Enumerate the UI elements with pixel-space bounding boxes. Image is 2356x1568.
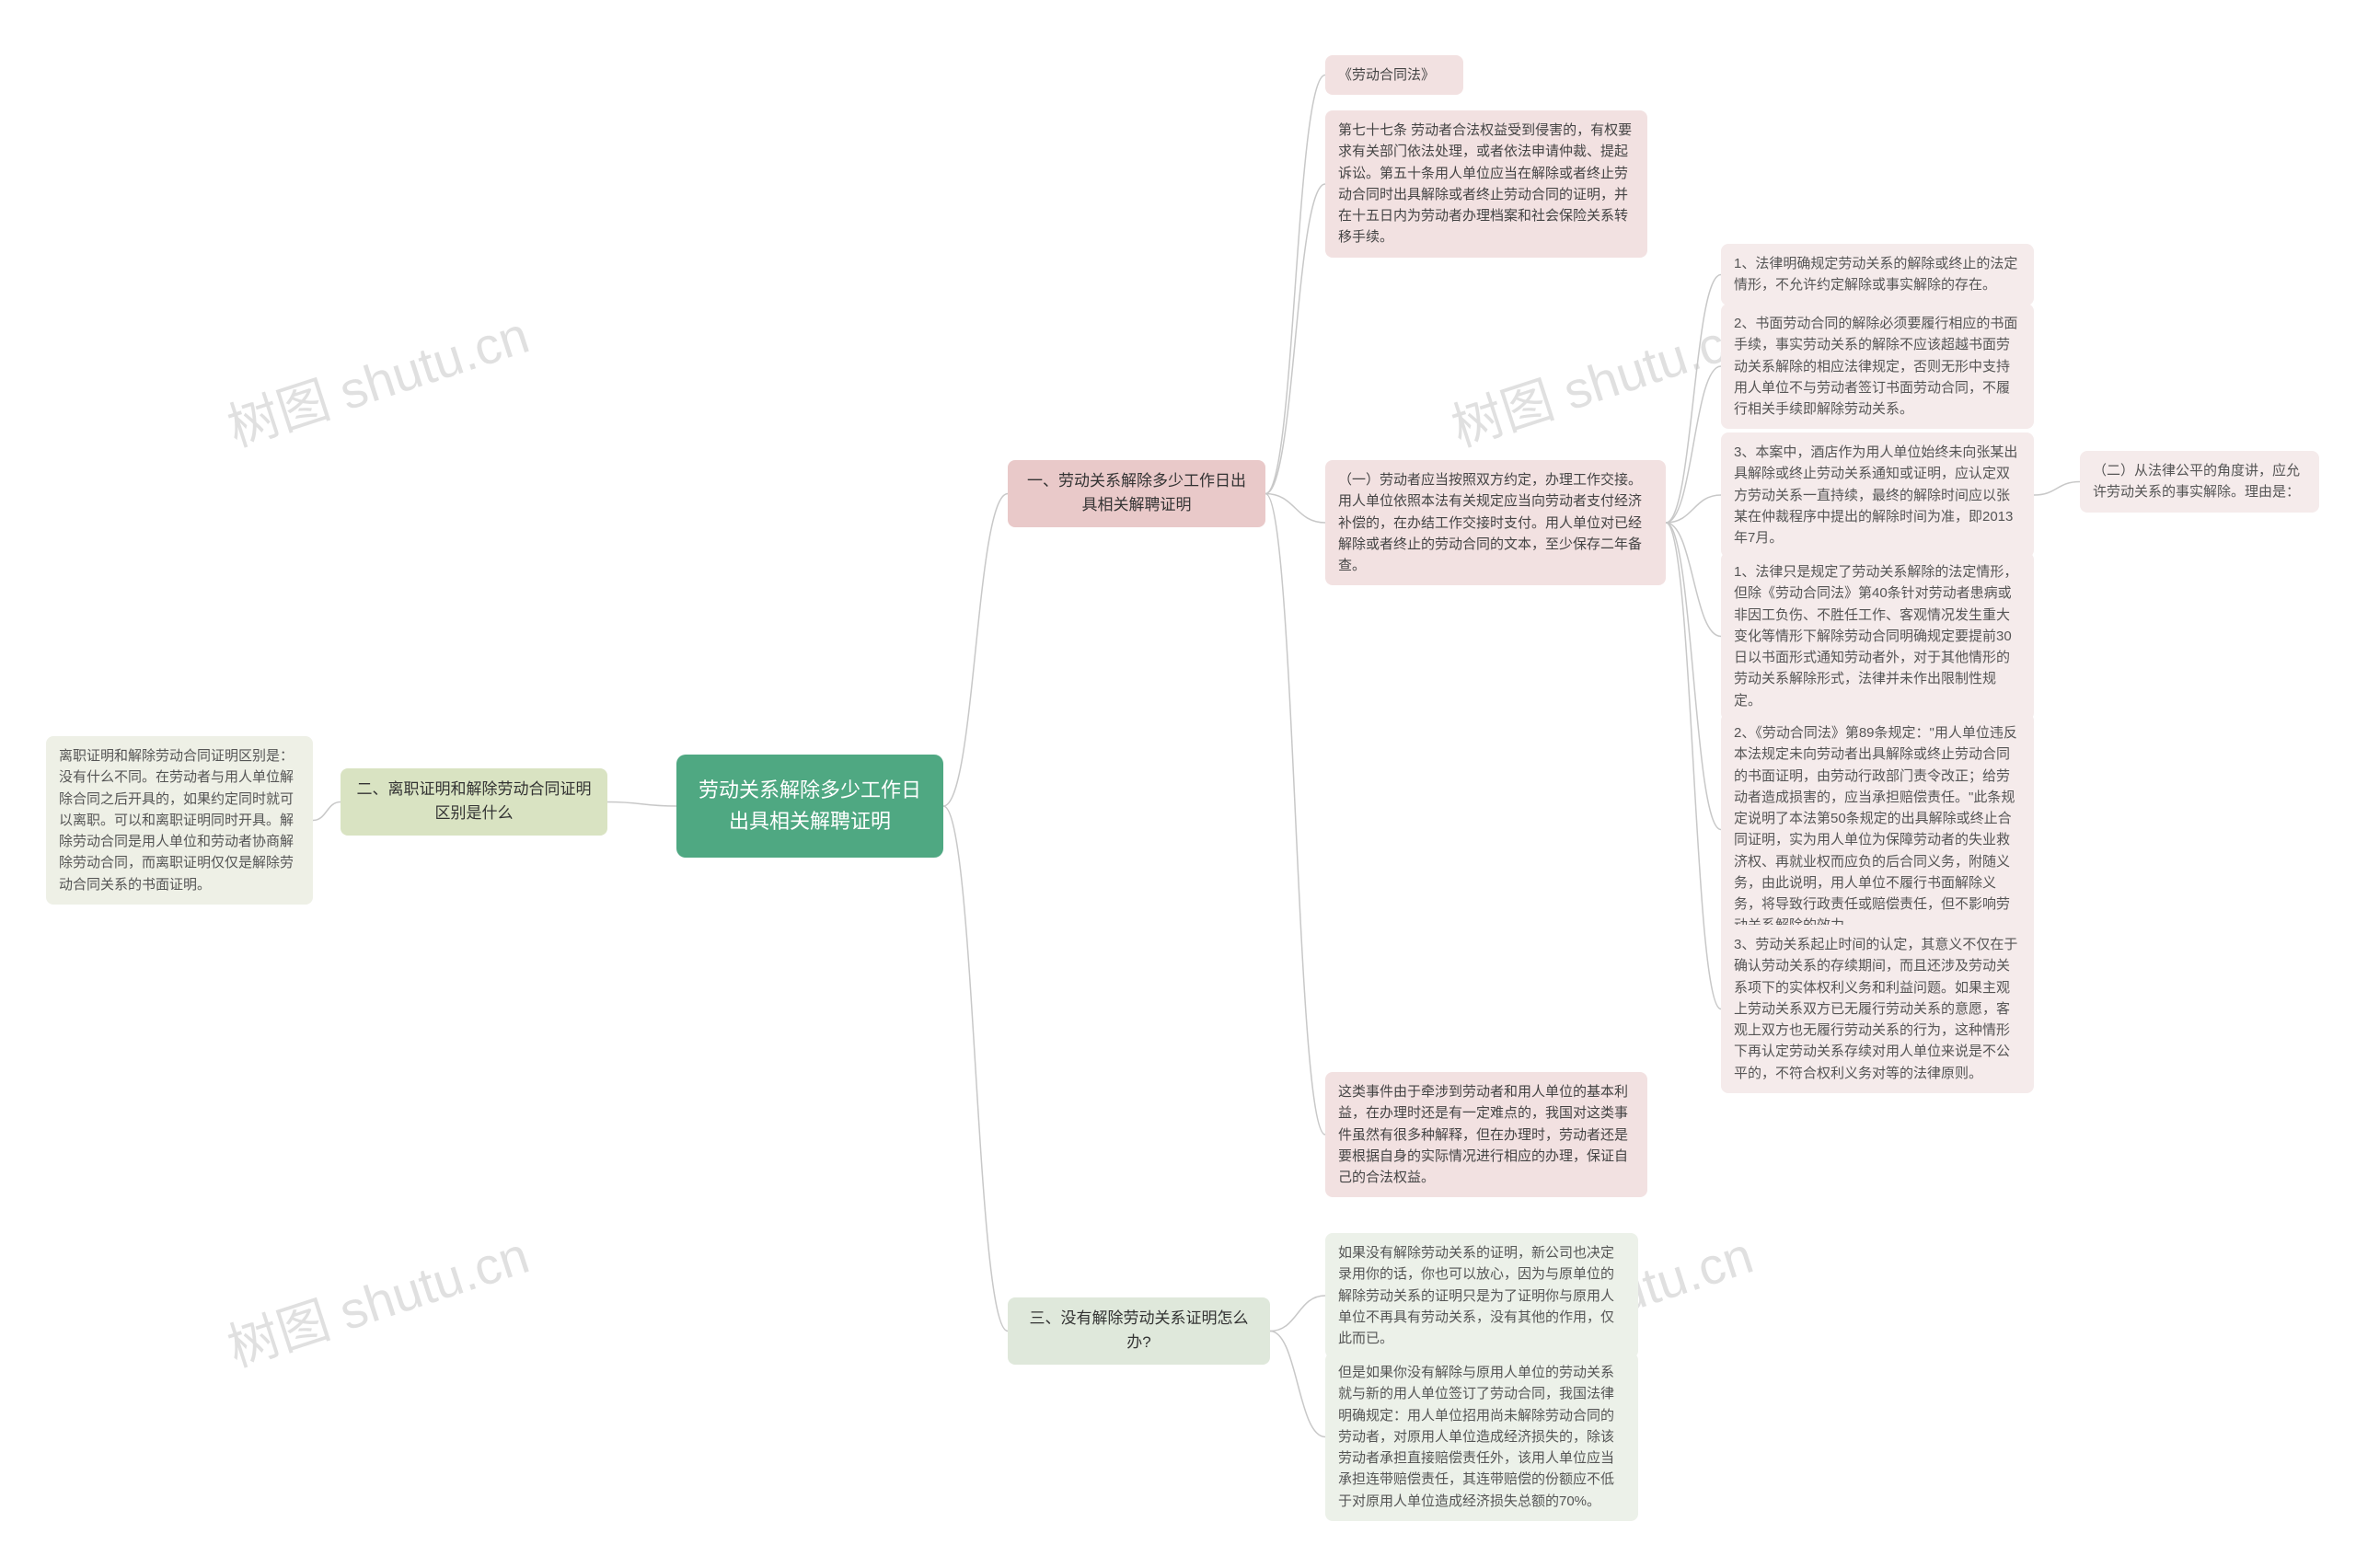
- branch-2-leaf[interactable]: 离职证明和解除劳动合同证明区别是：没有什么不同。在劳动者与用人单位解除合同之后开…: [46, 736, 313, 905]
- watermark: 树图 shutu.cn: [1441, 294, 1761, 462]
- branch-1-leaf-2[interactable]: 2、书面劳动合同的解除必须要履行相应的书面手续，事实劳动关系的解除不应该超越书面…: [1721, 304, 2034, 429]
- branch-1-leaf-3[interactable]: 3、本案中，酒店作为用人单位始终未向张某出具解除或终止劳动关系通知或证明，应认定…: [1721, 432, 2034, 558]
- branch-3-leaf-2[interactable]: 但是如果你没有解除与原用人单位的劳动关系就与新的用人单位签订了劳动合同，我国法律…: [1325, 1353, 1638, 1521]
- watermark: 树图 shutu.cn: [217, 294, 537, 462]
- branch-3-title[interactable]: 三、没有解除劳动关系证明怎么办?: [1008, 1297, 1270, 1365]
- branch-1-leaf-3-sub[interactable]: （二）从法律公平的角度讲，应允许劳动关系的事实解除。理由是：: [2080, 451, 2319, 513]
- branch-1-leaf-4[interactable]: 1、法律只是规定了劳动关系解除的法定情形，但除《劳动合同法》第40条针对劳动者患…: [1721, 552, 2034, 721]
- branch-3-leaf-1[interactable]: 如果没有解除劳动关系的证明，新公司也决定录用你的话，你也可以放心，因为与原单位的…: [1325, 1233, 1638, 1358]
- branch-1-node-law[interactable]: 《劳动合同法》: [1325, 55, 1463, 95]
- branch-1-leaf-6[interactable]: 3、劳动关系起止时间的认定，其意义不仅在于确认劳动关系的存续期间，而且还涉及劳动…: [1721, 925, 2034, 1093]
- branch-1-leaf-1[interactable]: 1、法律明确规定劳动关系的解除或终止的法定情形，不允许约定解除或事实解除的存在。: [1721, 244, 2034, 306]
- branch-1-node-article77[interactable]: 第七十七条 劳动者合法权益受到侵害的，有权要求有关部门依法处理，或者依法申请仲裁…: [1325, 110, 1647, 258]
- branch-1-leaf-5[interactable]: 2、《劳动合同法》第89条规定："用人单位违反本法规定未向劳动者出具解除或终止劳…: [1721, 713, 2034, 946]
- branch-1-node-summary[interactable]: 这类事件由于牵涉到劳动者和用人单位的基本利益，在办理时还是有一定难点的，我国对这…: [1325, 1072, 1647, 1197]
- branch-1-node-section1[interactable]: （一）劳动者应当按照双方约定，办理工作交接。用人单位依照本法有关规定应当向劳动者…: [1325, 460, 1666, 585]
- central-node[interactable]: 劳动关系解除多少工作日出具相关解聘证明: [676, 755, 943, 858]
- branch-2-title[interactable]: 二、离职证明和解除劳动合同证明区别是什么: [341, 768, 607, 836]
- watermark: 树图 shutu.cn: [217, 1215, 537, 1382]
- branch-1-title[interactable]: 一、劳动关系解除多少工作日出具相关解聘证明: [1008, 460, 1265, 527]
